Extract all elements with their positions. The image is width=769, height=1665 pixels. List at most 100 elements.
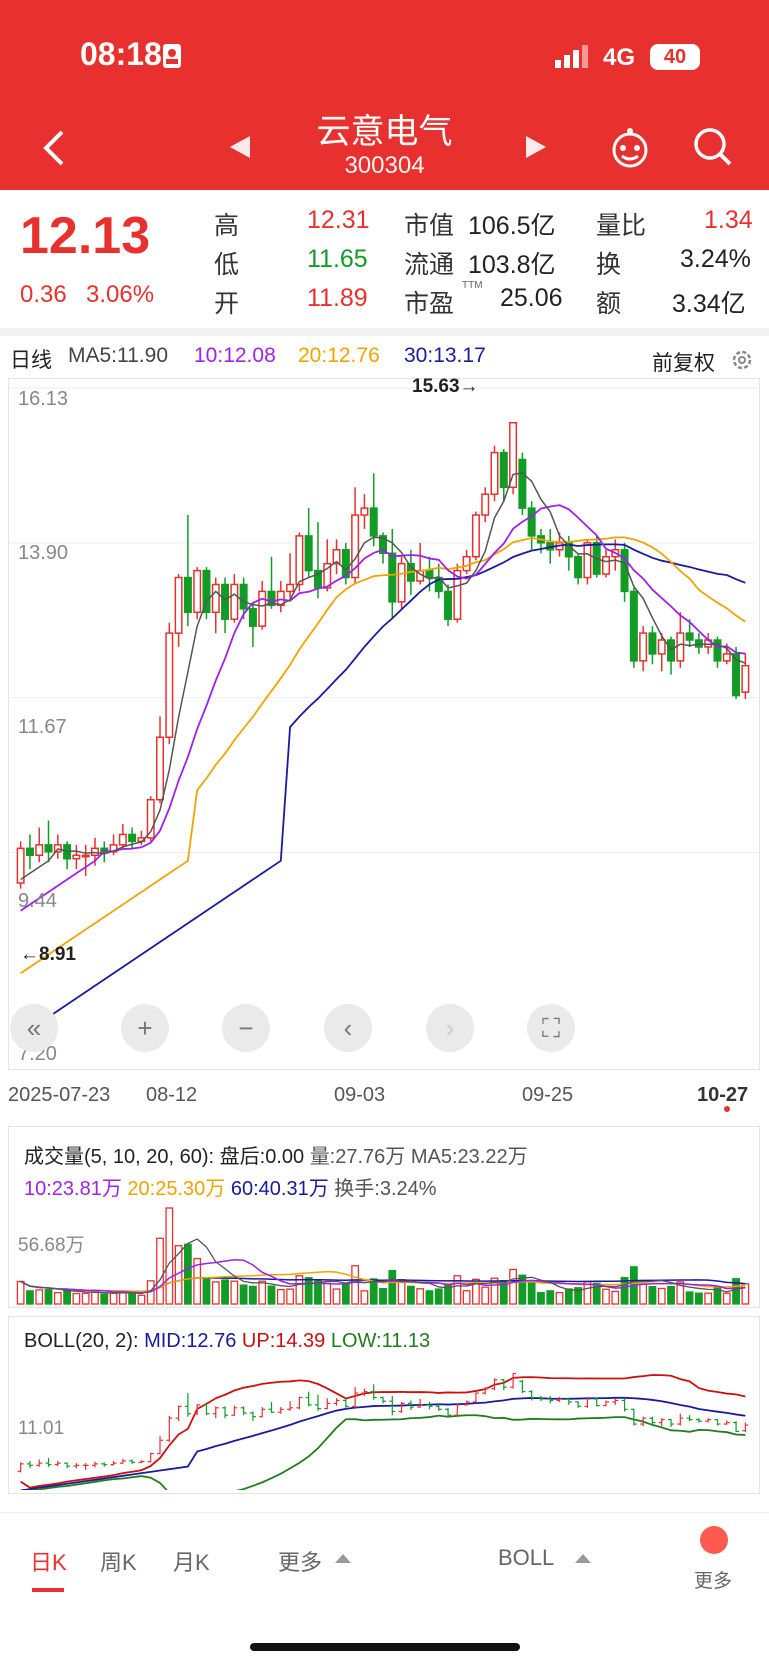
volume-bar	[657, 1287, 666, 1305]
volume-bar	[165, 1207, 174, 1305]
volume-bar	[109, 1292, 118, 1305]
volume-title: 成交量(5, 10, 20, 60): 盘后:0.00 量:27.76万 MA5…	[24, 1146, 528, 1168]
candle-body	[44, 844, 53, 853]
volume-bar	[81, 1292, 90, 1305]
settings-gear-icon[interactable]	[730, 348, 754, 372]
tab-more[interactable]: 更多	[278, 1550, 323, 1575]
volume-bar	[137, 1294, 146, 1305]
zoom-out-icon[interactable]: −	[222, 1004, 270, 1052]
price-change: 0.36	[20, 281, 67, 308]
volume-tick: 56.68万	[18, 1235, 85, 1256]
next-stock-icon[interactable]	[524, 134, 548, 160]
tab-week-k[interactable]: 周K	[100, 1550, 137, 1575]
date-1: 2025-07-23	[8, 1084, 111, 1106]
open-value: 11.89	[307, 284, 368, 312]
candle-body	[518, 458, 527, 509]
candle-body	[527, 507, 536, 537]
ma5-label: MA5:11.90	[68, 344, 169, 367]
candle-body	[156, 736, 165, 801]
candle-body	[286, 583, 295, 593]
fullscreen-icon[interactable]: ⛶	[527, 1004, 575, 1052]
ma20-label: 20:12.76	[298, 344, 380, 367]
volume-bar	[202, 1278, 211, 1305]
more-icon[interactable]	[700, 1526, 728, 1554]
candle-body	[295, 535, 304, 586]
open-label: 开	[214, 290, 240, 318]
robot-icon[interactable]	[608, 126, 652, 168]
candle-body	[304, 535, 313, 572]
candle-body	[16, 847, 25, 884]
candle-body	[657, 639, 666, 655]
ma20-line	[20, 536, 746, 975]
volume-bar	[388, 1269, 397, 1305]
ma30-label: 30:13.17	[404, 344, 486, 367]
collapse-left-icon[interactable]: «	[10, 1004, 58, 1052]
candle-body	[388, 552, 397, 603]
candle-body	[481, 493, 490, 516]
volume-bar	[527, 1282, 536, 1305]
back-icon[interactable]	[38, 128, 68, 168]
volume-ratio-value: 1.34	[704, 206, 753, 234]
date-3: 09-03	[334, 1084, 386, 1106]
volume-chart[interactable]	[8, 1200, 758, 1306]
tab-day-k[interactable]: 日K	[30, 1550, 67, 1575]
amount-value: 3.34亿	[672, 290, 746, 318]
volume-bar	[100, 1293, 109, 1305]
scroll-left-icon[interactable]: ‹	[324, 1004, 372, 1052]
volume-bar	[574, 1287, 583, 1305]
volume-bar	[546, 1290, 555, 1305]
tab-more-2[interactable]: 更多	[694, 1571, 733, 1592]
candle-body	[72, 854, 81, 860]
candle-body	[146, 798, 155, 839]
tab-indicator-boll[interactable]: BOLL	[498, 1545, 555, 1570]
volume-bar	[462, 1290, 471, 1305]
candle-body	[239, 583, 248, 610]
volume-bar	[91, 1291, 99, 1305]
volume-bar	[472, 1278, 480, 1305]
volume-bar	[239, 1284, 248, 1305]
candle-body	[629, 590, 638, 662]
volume-bar	[230, 1280, 239, 1305]
scroll-right-icon[interactable]: ›	[426, 1004, 474, 1052]
candle-body	[360, 507, 369, 516]
turnover-value: 3.24%	[680, 245, 751, 273]
low-label: 低	[214, 251, 240, 279]
candle-body	[351, 514, 360, 579]
vol-ma5-line	[20, 1238, 746, 1295]
volume-bar	[128, 1292, 137, 1305]
pe-ttm-sup: TTM	[462, 280, 483, 291]
caret-up-icon	[335, 1554, 351, 1563]
search-icon[interactable]	[692, 126, 734, 168]
boll-legend: BOLL(20, 2): MID:12.76 UP:14.39 LOW:11.1…	[24, 1330, 431, 1352]
tab-month-k[interactable]: 月K	[173, 1550, 210, 1575]
volume-bar	[676, 1281, 685, 1305]
volume-bar	[276, 1288, 285, 1305]
kline-chart[interactable]	[8, 378, 758, 1068]
mcap-value: 106.5亿	[468, 212, 556, 240]
y-tick-2: 13.90	[18, 542, 69, 564]
date-5: 10-27	[697, 1084, 749, 1106]
prev-stock-icon[interactable]	[228, 134, 252, 160]
boll-chart[interactable]	[8, 1360, 758, 1490]
status-time: 08:18	[80, 36, 162, 72]
candle-body	[676, 632, 685, 662]
zoom-in-icon[interactable]: +	[121, 1004, 169, 1052]
volume-bar	[722, 1292, 731, 1305]
volume-ma-legend: 10:23.81万 20:25.30万 60:40.31万 换手:3.24%	[24, 1178, 437, 1200]
volume-bar	[63, 1289, 72, 1305]
volume-bar	[509, 1268, 517, 1305]
volume-bar	[156, 1237, 164, 1305]
volume-bar	[639, 1282, 648, 1305]
volume-bar	[713, 1287, 722, 1305]
volume-bar	[667, 1285, 675, 1305]
adjust-selector[interactable]: 前复权	[652, 352, 715, 375]
candle-body	[574, 555, 583, 579]
amount-label: 额	[596, 290, 622, 318]
caret-up-icon	[575, 1554, 591, 1563]
volume-bar	[304, 1277, 313, 1305]
volume-bar	[602, 1288, 610, 1305]
volume-bar	[564, 1288, 573, 1305]
volume-bar	[332, 1288, 341, 1305]
candle-body	[444, 590, 453, 620]
y-tick-1: 16.13	[18, 388, 69, 410]
